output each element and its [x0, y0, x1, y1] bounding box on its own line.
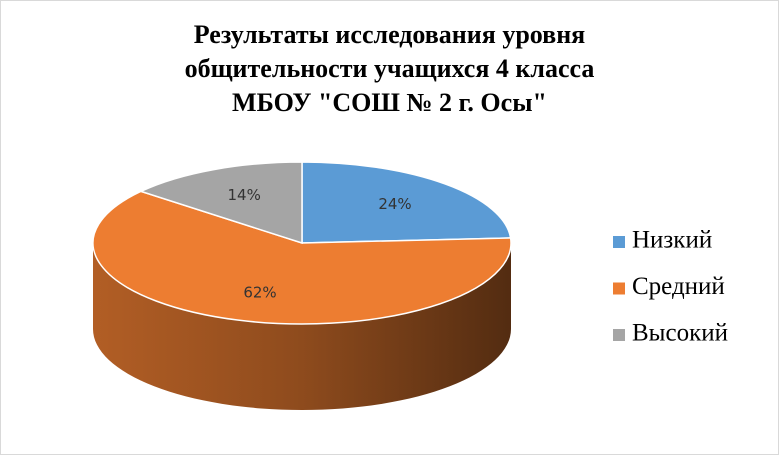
- data-label: 14%: [227, 186, 260, 204]
- legend-label: Высокий: [632, 320, 728, 347]
- pie-slice: [92, 190, 512, 325]
- legend-swatch: [613, 236, 625, 248]
- data-label: 62%: [243, 284, 276, 302]
- pie-side: [93, 243, 511, 410]
- legend-label: Средний: [632, 273, 725, 300]
- data-label: 24%: [378, 195, 411, 213]
- chart-title: Результаты исследования уровня общительн…: [184, 20, 595, 117]
- legend-swatch: [613, 329, 625, 341]
- legend-swatch: [613, 282, 625, 295]
- pie-slice: [138, 161, 303, 245]
- pie-slice: [301, 161, 512, 244]
- legend-label: Низкий: [632, 227, 712, 254]
